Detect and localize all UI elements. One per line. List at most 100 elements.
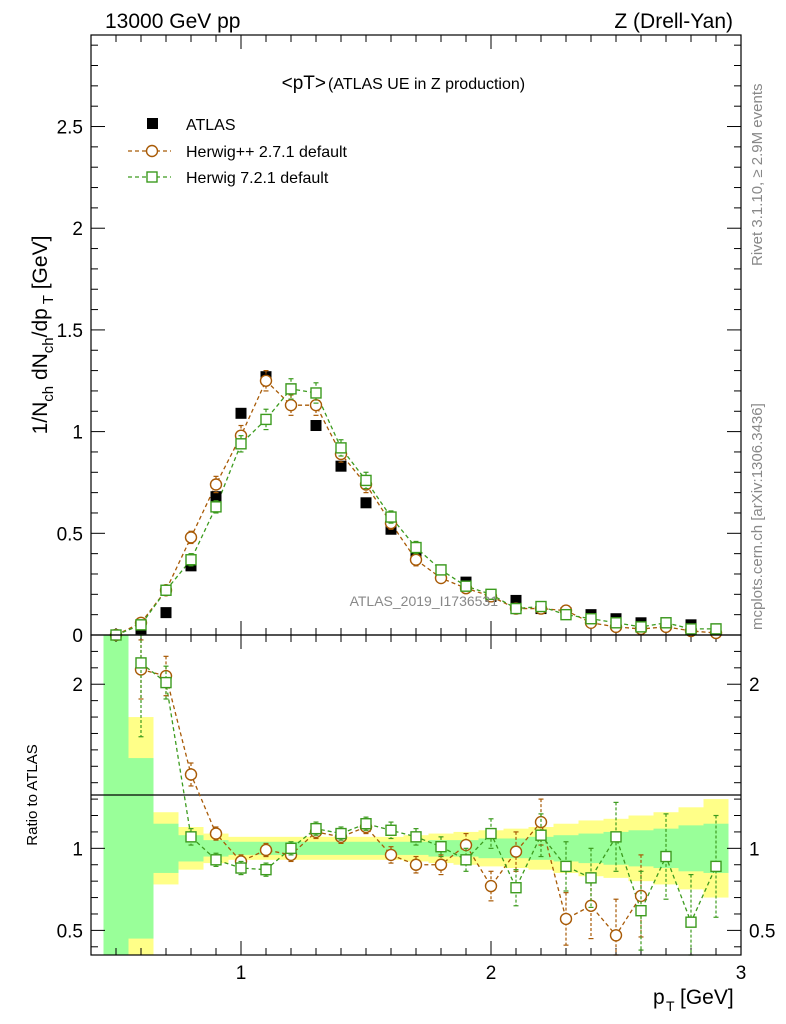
- herwig7-ratio-point: [285, 842, 297, 855]
- herwigpp-main-point: [309, 398, 323, 412]
- y-tick-label: 0: [72, 626, 83, 647]
- herwig7-main-point: [385, 511, 397, 523]
- herwigpp-main-point: [409, 553, 423, 566]
- herwigpp-ratio-point: [259, 843, 273, 857]
- herwig7-main-point: [235, 438, 247, 450]
- herwig7-ratio-point: [535, 829, 547, 841]
- atlas-point: [235, 407, 247, 419]
- herwigpp-ratio-point: [559, 912, 573, 926]
- band-inner-bin: [128, 758, 154, 939]
- herwig7-ratio-point: [685, 916, 697, 928]
- herwigpp-ratio-point: [434, 858, 448, 871]
- herwig7-ratio-point: [310, 822, 322, 835]
- y-axis-label: 1/Nch dNch/dp T [GeV]: [29, 236, 57, 435]
- herwig7-main-point: [310, 387, 322, 399]
- legend-marker-herwigpp: [145, 144, 159, 158]
- herwigpp-main-point: [209, 478, 223, 491]
- legend-marker-herwig7: [146, 171, 158, 183]
- x-axis-label-unit: [GeV]: [680, 986, 734, 1009]
- herwig7-main-point: [635, 621, 647, 633]
- herwig7-main-point: [710, 623, 722, 635]
- herwig7-main-point: [285, 383, 297, 395]
- herwig7-main-point: [585, 613, 597, 625]
- herwigpp-ratio-point: [409, 858, 423, 871]
- band-inner-bin: [303, 841, 329, 855]
- herwig7-ratio-point: [510, 882, 522, 894]
- herwig7-ratio-point: [210, 854, 222, 866]
- band-inner-bin: [228, 841, 254, 855]
- y-tick-label: 2.5: [57, 118, 83, 139]
- herwig7-ratio-point: [485, 827, 497, 840]
- legend: ATLAS Herwig++ 2.7.1 default Herwig 7.2.…: [128, 117, 348, 187]
- herwig7-main-point: [660, 617, 672, 629]
- atlas-point: [310, 420, 322, 432]
- atlas-point: [160, 607, 172, 619]
- ratio-tick-label: 2: [72, 675, 83, 696]
- herwig7-main-point: [210, 501, 222, 513]
- herwigpp-main-point: [259, 374, 273, 387]
- band-inner-bin: [153, 823, 179, 873]
- herwig7-ratio-point: [160, 676, 172, 689]
- data-series: [109, 369, 723, 956]
- herwigpp-ratio-point: [609, 929, 623, 942]
- ratio-tick-label-right: 1: [749, 839, 760, 860]
- ratio-tick-label: 1: [72, 839, 83, 860]
- herwig7-main-point: [260, 413, 272, 426]
- y-tick-label: 1.5: [57, 321, 83, 342]
- title-main: <pT>: [282, 73, 326, 94]
- ratio-y-axis-label: Ratio to ATLAS: [24, 744, 41, 845]
- title-suffix: (ATLAS UE in Z production): [328, 76, 525, 93]
- herwig7-ratio-point: [585, 872, 597, 884]
- herwig7-ratio-point: [335, 827, 347, 840]
- legend-label-atlas: ATLAS: [186, 117, 236, 134]
- herwig7-main-point: [685, 623, 697, 635]
- herwig7-ratio-point: [635, 904, 647, 917]
- herwig7-main-point: [160, 584, 172, 596]
- band-inner-bin: [678, 825, 704, 872]
- plot-title: <pT> (ATLAS UE in Z production): [282, 73, 525, 94]
- herwig7-ratio-point: [660, 850, 672, 863]
- x-axis-label-main: p: [653, 986, 665, 1009]
- ratio-tick-label-right: 0.5: [749, 921, 775, 942]
- header-left: 13000 GeV pp: [105, 10, 240, 33]
- herwigpp-ratio-point: [484, 879, 498, 893]
- herwigpp-ratio-point: [509, 845, 523, 858]
- herwig7-ratio-point: [385, 824, 397, 836]
- band-inner-bin: [328, 841, 354, 855]
- herwig7-main-point: [360, 474, 372, 487]
- herwig7-main-point: [535, 600, 547, 613]
- legend-marker-atlas: [147, 118, 158, 129]
- herwig7-ratio-point: [710, 860, 722, 873]
- herwig7-ratio-line: [140, 662, 717, 924]
- analysis-label: ATLAS_2019_I1736531: [350, 593, 499, 609]
- y-tick-label: 1: [72, 423, 83, 444]
- atlas-point: [210, 491, 222, 503]
- herwig7-ratio-point: [260, 863, 272, 876]
- x-axis-label-sub: T: [666, 998, 675, 1014]
- herwigpp-ratio-point: [209, 827, 223, 840]
- herwig7-main-point: [560, 608, 572, 621]
- herwig7-ratio-point: [435, 840, 447, 853]
- herwig7-ratio-point: [410, 831, 422, 843]
- band-inner-bin: [353, 841, 379, 855]
- herwig7-main-point: [485, 588, 497, 601]
- herwigpp-main-point: [184, 531, 198, 544]
- ratio-tick-label: 0.5: [57, 921, 83, 942]
- herwig7-main-point: [460, 580, 472, 592]
- legend-label-herwig7: Herwig 7.2.1 default: [186, 170, 329, 187]
- herwig7-ratio-point: [235, 862, 247, 874]
- herwig7-main-point: [510, 602, 522, 615]
- x-tick-label: 1: [236, 963, 247, 984]
- herwig7-main-point: [185, 554, 197, 566]
- herwigpp-ratio-point: [384, 848, 398, 862]
- band-inner-bin: [403, 841, 429, 855]
- atlas-point: [360, 497, 372, 509]
- herwig7-main-point: [335, 442, 347, 454]
- herwig7-main-point: [135, 619, 147, 631]
- tick-labels: 0 0.5 1 1.5 2 2.5 0.5 0.5 1 1 2 2 1 2 3: [57, 118, 776, 984]
- herwig7-ratio-point: [560, 860, 572, 873]
- x-axis-label: p T [GeV]: [653, 986, 734, 1014]
- herwigpp-ratio-line: [140, 668, 642, 937]
- herwigpp-main-point: [284, 398, 298, 412]
